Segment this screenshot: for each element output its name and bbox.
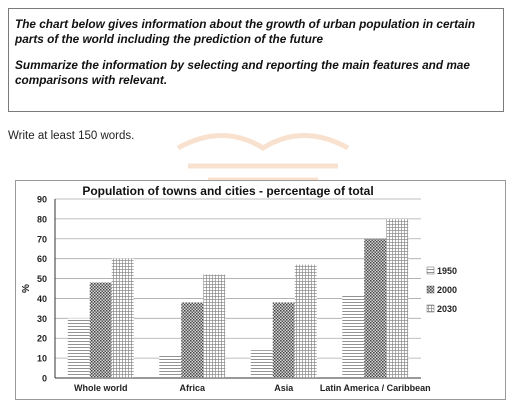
bar-chart: Population of towns and cities - percent… bbox=[21, 184, 457, 393]
y-tick-label: 20 bbox=[37, 334, 47, 344]
bar-2030-0 bbox=[111, 258, 134, 378]
x-tick-label: Asia bbox=[274, 383, 294, 393]
word-count-note: Write at least 150 words. bbox=[8, 130, 135, 142]
bar-1950-0 bbox=[67, 318, 90, 378]
y-tick-label: 90 bbox=[37, 195, 47, 205]
bar-2000-3 bbox=[364, 238, 387, 378]
bar-1950-2 bbox=[250, 350, 273, 378]
bar-2030-2 bbox=[294, 264, 317, 378]
x-tick-label: Africa bbox=[179, 383, 206, 393]
chart-frame: Population of towns and cities - percent… bbox=[15, 180, 506, 400]
task-instructions: The chart below gives information about … bbox=[8, 8, 504, 112]
task-instruction: Summarize the information by selecting a… bbox=[15, 58, 470, 87]
bar-1950-3 bbox=[342, 294, 365, 378]
legend-label-2030: 2030 bbox=[437, 304, 457, 314]
y-tick-label: 40 bbox=[37, 294, 47, 304]
x-tick-label: Latin America / Caribbean bbox=[320, 383, 431, 393]
x-tick-label: Whole world bbox=[74, 383, 128, 393]
y-tick-label: 30 bbox=[37, 314, 47, 324]
y-tick-label: 70 bbox=[37, 234, 47, 244]
y-tick-label: 60 bbox=[37, 254, 47, 264]
legend-swatch-2030 bbox=[426, 304, 435, 313]
bar-2030-1 bbox=[203, 274, 226, 378]
y-tick-label: 80 bbox=[37, 214, 47, 224]
legend-label-2000: 2000 bbox=[437, 285, 457, 295]
bar-2000-0 bbox=[89, 282, 112, 378]
legend-swatch-1950 bbox=[426, 266, 435, 275]
task-description: The chart below gives information about … bbox=[15, 17, 476, 46]
bar-1950-1 bbox=[159, 354, 182, 378]
bar-2000-1 bbox=[181, 302, 204, 378]
chart-title: Population of towns and cities - percent… bbox=[82, 184, 373, 198]
y-tick-label: 50 bbox=[37, 274, 47, 284]
bar-2030-3 bbox=[386, 218, 409, 378]
legend-swatch-2000 bbox=[426, 285, 435, 294]
legend-label-1950: 1950 bbox=[437, 266, 457, 276]
y-tick-label: 10 bbox=[37, 354, 47, 364]
bar-2000-2 bbox=[272, 302, 295, 378]
y-axis-label: % bbox=[21, 284, 32, 293]
y-tick-label: 0 bbox=[42, 374, 47, 384]
